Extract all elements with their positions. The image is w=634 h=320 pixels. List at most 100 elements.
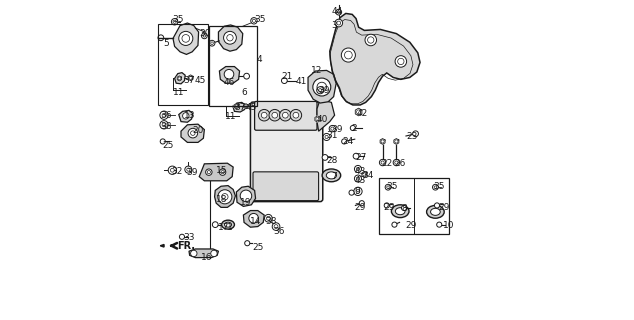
Text: FR.: FR. (177, 241, 195, 251)
Polygon shape (181, 124, 204, 142)
Circle shape (401, 205, 406, 211)
Circle shape (437, 222, 442, 227)
Polygon shape (173, 23, 198, 54)
Text: 22: 22 (381, 159, 392, 168)
FancyBboxPatch shape (255, 101, 317, 130)
Circle shape (160, 139, 165, 144)
Text: 16: 16 (201, 253, 212, 262)
Circle shape (240, 190, 252, 202)
Circle shape (160, 121, 168, 129)
Circle shape (385, 184, 391, 190)
Ellipse shape (430, 208, 440, 215)
Circle shape (293, 112, 299, 118)
Text: 36: 36 (160, 111, 172, 120)
Circle shape (224, 69, 234, 79)
Circle shape (354, 165, 361, 172)
Ellipse shape (222, 220, 235, 229)
Circle shape (158, 35, 164, 41)
Text: 24: 24 (342, 137, 354, 146)
Polygon shape (174, 73, 185, 84)
Circle shape (313, 78, 331, 96)
Ellipse shape (391, 205, 409, 218)
Ellipse shape (327, 172, 337, 179)
FancyBboxPatch shape (250, 102, 323, 202)
Circle shape (282, 112, 288, 118)
Text: 29: 29 (405, 221, 417, 230)
Text: 35: 35 (386, 182, 398, 191)
Circle shape (179, 234, 184, 239)
Circle shape (249, 213, 259, 223)
Text: 6: 6 (241, 88, 247, 97)
Circle shape (359, 201, 365, 206)
Circle shape (280, 109, 291, 121)
Text: 38: 38 (265, 217, 276, 226)
Polygon shape (214, 186, 235, 207)
Polygon shape (219, 67, 240, 83)
Circle shape (365, 34, 377, 46)
Circle shape (393, 159, 399, 166)
Text: 42: 42 (357, 109, 368, 118)
Circle shape (272, 223, 280, 230)
Text: 40: 40 (317, 116, 328, 124)
Polygon shape (160, 244, 164, 247)
Text: 35: 35 (254, 15, 266, 24)
Text: 32: 32 (171, 167, 183, 176)
Circle shape (251, 18, 257, 24)
Circle shape (342, 139, 347, 144)
Circle shape (272, 112, 278, 118)
Text: 28: 28 (326, 156, 337, 165)
Circle shape (212, 222, 218, 228)
Text: 13: 13 (184, 111, 196, 120)
Text: 30: 30 (199, 29, 210, 38)
Circle shape (281, 78, 287, 84)
Ellipse shape (427, 205, 444, 218)
Circle shape (160, 111, 168, 119)
Circle shape (210, 250, 217, 257)
Circle shape (354, 175, 361, 182)
Text: 39: 39 (186, 168, 197, 177)
Polygon shape (362, 172, 367, 177)
Polygon shape (330, 13, 420, 105)
Text: 23: 23 (406, 132, 417, 141)
Polygon shape (188, 75, 193, 81)
Polygon shape (189, 249, 219, 258)
Text: 43: 43 (354, 167, 366, 176)
Polygon shape (355, 108, 362, 116)
Text: 44: 44 (332, 7, 342, 16)
Text: 11: 11 (225, 112, 236, 121)
Circle shape (354, 187, 362, 196)
Text: 34: 34 (362, 172, 373, 180)
Circle shape (191, 250, 197, 257)
Text: 1: 1 (227, 223, 233, 232)
Text: 45: 45 (246, 103, 257, 112)
Text: 37: 37 (234, 103, 245, 112)
Circle shape (341, 48, 356, 62)
Circle shape (259, 109, 270, 121)
Circle shape (335, 19, 342, 27)
Text: 11: 11 (173, 88, 184, 97)
Polygon shape (317, 99, 335, 131)
Bar (378, 178, 449, 234)
Polygon shape (394, 139, 399, 144)
Polygon shape (243, 104, 248, 109)
Text: 37: 37 (184, 76, 195, 85)
Ellipse shape (396, 208, 405, 215)
Text: 29: 29 (384, 203, 395, 212)
Text: 3: 3 (332, 21, 337, 30)
Text: 17: 17 (219, 223, 230, 232)
Circle shape (349, 190, 354, 195)
Ellipse shape (224, 222, 231, 227)
Text: 27: 27 (356, 153, 367, 162)
Circle shape (168, 166, 176, 174)
Text: 2: 2 (351, 124, 357, 133)
Text: 36: 36 (273, 227, 285, 236)
Text: 35: 35 (433, 182, 444, 191)
Polygon shape (177, 76, 181, 81)
Text: 35: 35 (172, 15, 184, 24)
Text: 31: 31 (326, 131, 337, 140)
Text: 41: 41 (295, 77, 307, 86)
Bar (158, 24, 208, 105)
Circle shape (353, 153, 359, 159)
Circle shape (432, 184, 438, 190)
Polygon shape (233, 102, 245, 112)
